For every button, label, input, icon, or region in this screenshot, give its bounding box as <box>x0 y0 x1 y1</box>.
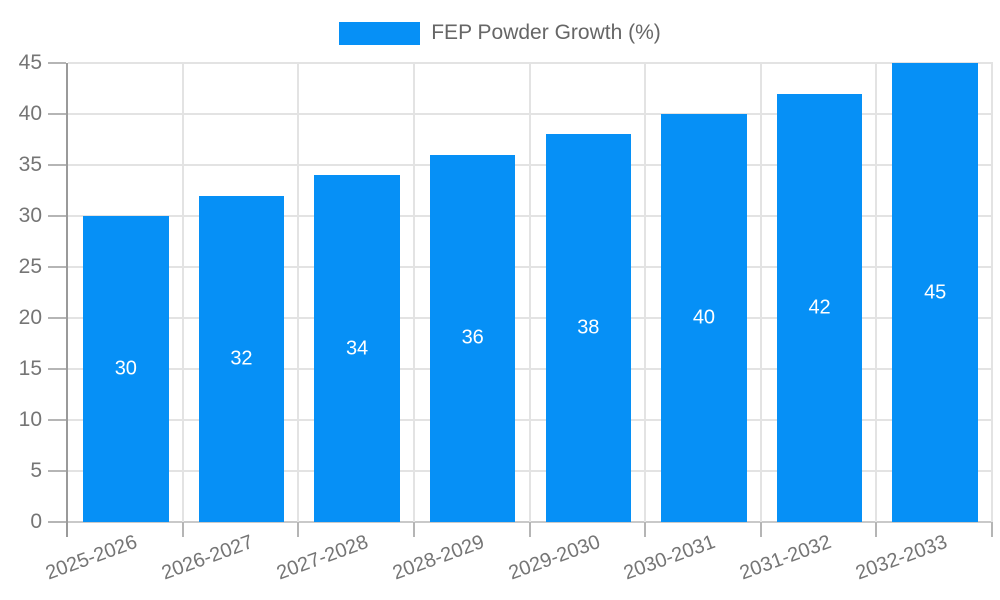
x-gridline <box>297 63 300 522</box>
y-tick-mark <box>48 62 66 64</box>
bar <box>198 195 285 522</box>
bar <box>83 216 169 522</box>
x-tick-label: 2027-2028 <box>274 531 372 585</box>
y-gridline <box>68 470 993 472</box>
x-gridline <box>991 63 993 522</box>
x-gridline <box>644 63 647 522</box>
x-tick-label: 2025-2026 <box>42 531 141 585</box>
y-tick-label: 10 <box>18 408 42 431</box>
y-tick-mark <box>48 113 66 115</box>
bar <box>314 175 400 522</box>
y-tick-mark <box>48 317 66 319</box>
y-gridline <box>68 419 993 421</box>
y-tick-label: 25 <box>18 255 42 278</box>
x-gridline <box>875 63 878 522</box>
x-tick-mark <box>66 522 68 537</box>
legend-label: FEP Powder Growth (%) <box>431 21 661 44</box>
x-tick-label: 2030-2031 <box>621 531 719 585</box>
y-gridline <box>68 368 993 370</box>
bar-value-label: 36 <box>461 326 484 349</box>
y-tick-mark <box>48 470 66 472</box>
y-gridline <box>68 164 993 166</box>
x-gridline <box>181 63 184 522</box>
bar-value-label: 42 <box>808 296 831 319</box>
bar-value-label: 40 <box>692 306 716 329</box>
y-axis-line <box>66 63 68 522</box>
y-tick-label: 40 <box>18 102 42 125</box>
bar-value-label: 45 <box>924 281 947 303</box>
y-tick-label: 15 <box>18 357 42 380</box>
y-gridline <box>68 215 993 217</box>
legend-swatch <box>339 21 421 45</box>
bar <box>545 134 632 522</box>
x-tick-label: 2032-2033 <box>852 531 950 585</box>
y-tick-mark <box>48 266 66 268</box>
x-tick-mark <box>759 522 762 537</box>
plot-area: 0 5 10 15 20 25 30 35 40 45 30 2025-2026 32 2026-2027… <box>19 51 993 584</box>
bar-value-label: 30 <box>114 357 137 380</box>
y-tick-mark <box>48 215 66 217</box>
x-tick-label: 2028-2029 <box>389 531 488 585</box>
y-tick-label: 30 <box>18 204 42 227</box>
y-tick-label: 5 <box>30 459 42 482</box>
y-tick-label: 20 <box>18 306 42 329</box>
x-tick-mark <box>412 522 415 537</box>
bar <box>892 63 978 522</box>
x-tick-label: 2026-2027 <box>158 531 256 585</box>
y-gridline <box>68 266 993 268</box>
x-gridline <box>759 63 762 522</box>
x-tick-mark <box>181 522 184 537</box>
x-tick-mark <box>991 522 993 537</box>
y-tick-label: 35 <box>18 153 42 176</box>
bar <box>776 93 863 522</box>
x-tick-label: 2029-2030 <box>505 531 603 585</box>
y-tick-label: 0 <box>30 510 42 533</box>
y-tick-mark <box>48 419 66 421</box>
x-gridline <box>412 63 415 522</box>
y-gridline <box>68 62 993 64</box>
y-gridline <box>68 521 993 523</box>
bar-value-label: 32 <box>230 347 253 370</box>
x-gridline <box>528 63 531 522</box>
x-tick-mark <box>528 522 531 537</box>
y-tick-mark <box>48 164 66 166</box>
y-gridline <box>68 317 993 319</box>
y-tick-mark <box>48 368 66 370</box>
bar-value-label: 34 <box>345 337 369 360</box>
x-tick-label: 2031-2032 <box>736 531 835 585</box>
x-tick-mark <box>644 522 647 537</box>
x-tick-mark <box>875 522 878 537</box>
bar <box>429 154 516 522</box>
y-tick-mark <box>48 521 66 523</box>
x-tick-mark <box>297 522 300 537</box>
y-gridline <box>68 113 993 115</box>
bar <box>661 114 747 522</box>
legend: FEP Powder Growth (%) <box>0 21 1000 45</box>
bar-value-label: 38 <box>577 316 600 339</box>
y-tick-label: 45 <box>18 51 42 74</box>
